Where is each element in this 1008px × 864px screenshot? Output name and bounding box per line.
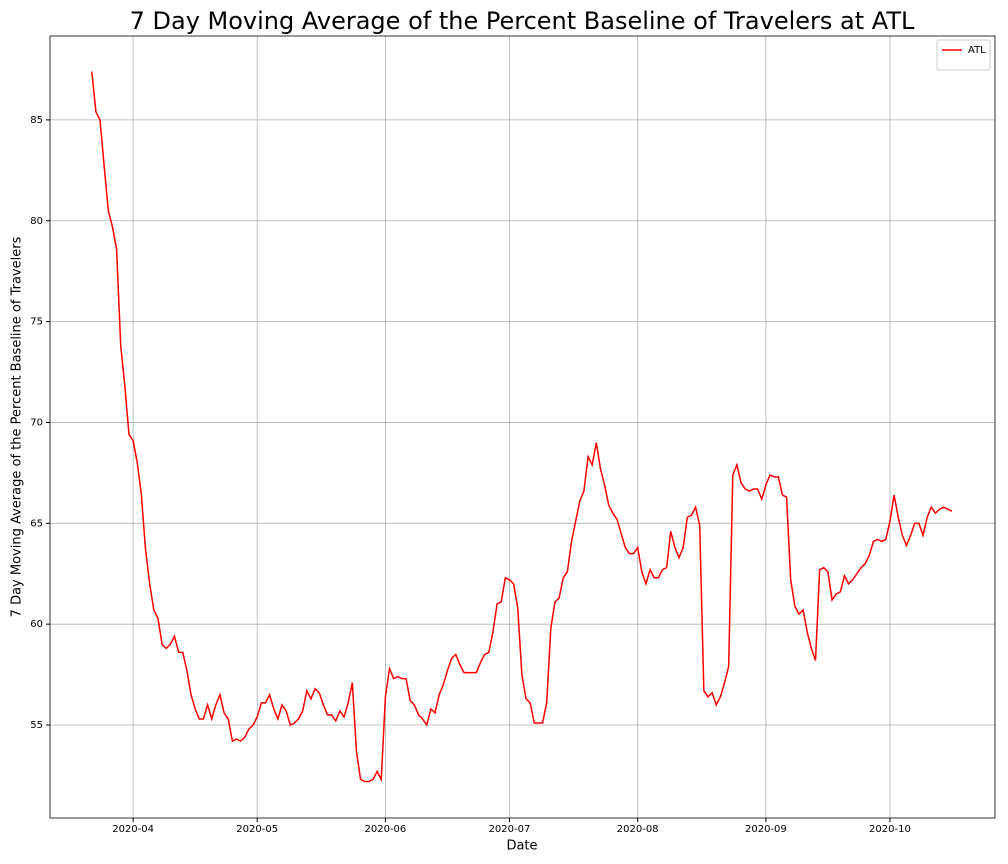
y-tick-label: 75 <box>30 317 43 328</box>
chart-title: 7 Day Moving Average of the Percent Base… <box>130 7 915 35</box>
y-tick-label: 55 <box>30 720 43 731</box>
x-tick-label: 2020-07 <box>489 824 531 835</box>
x-tick-label: 2020-10 <box>869 824 911 835</box>
x-tick-label: 2020-09 <box>745 824 787 835</box>
x-tick-label: 2020-05 <box>236 824 278 835</box>
x-tick-label: 2020-08 <box>617 824 659 835</box>
x-tick-label: 2020-04 <box>112 824 154 835</box>
y-tick-label: 70 <box>30 417 43 428</box>
y-tick-label: 65 <box>30 518 43 529</box>
y-tick-label: 85 <box>30 115 43 126</box>
y-tick-label: 60 <box>30 619 43 630</box>
legend-box <box>936 39 991 71</box>
y-tick-label: 80 <box>30 216 43 227</box>
x-axis-label: Date <box>506 839 537 854</box>
legend-label: ATL <box>968 45 986 56</box>
x-tick-label: 2020-06 <box>365 824 407 835</box>
data-line <box>91 71 953 783</box>
y-axis-label: 7 Day Moving Average of the Percent Base… <box>10 236 25 617</box>
plot-frame <box>49 35 996 819</box>
